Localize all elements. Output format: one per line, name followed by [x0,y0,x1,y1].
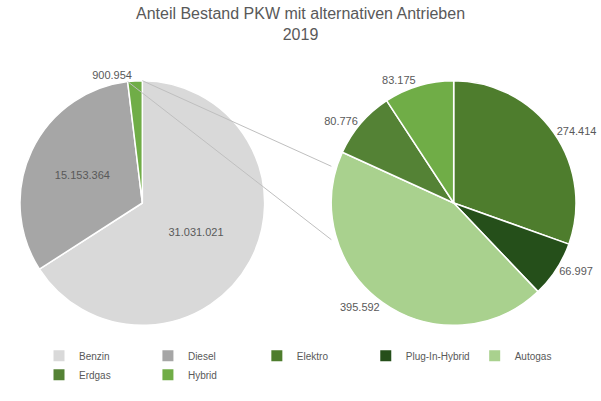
svg-text:900.954: 900.954 [92,69,132,81]
svg-text:Elektro: Elektro [297,351,329,362]
svg-text:Anteil Bestand PKW mit alterna: Anteil Bestand PKW mit alternativen Antr… [136,5,465,43]
svg-text:80.776: 80.776 [324,115,358,127]
svg-text:Hybrid: Hybrid [188,370,217,381]
svg-text:Plug-In-Hybrid: Plug-In-Hybrid [406,351,470,362]
svg-text:274.414: 274.414 [557,125,597,137]
svg-text:395.592: 395.592 [340,301,380,313]
svg-text:Erdgas: Erdgas [79,370,111,381]
svg-text:83.175: 83.175 [382,74,416,86]
svg-text:Diesel: Diesel [188,351,216,362]
svg-text:31.031.021: 31.031.021 [168,226,223,238]
svg-text:Benzin: Benzin [79,351,110,362]
svg-text:15.153.364: 15.153.364 [55,169,110,181]
svg-text:66.997: 66.997 [559,265,593,277]
svg-text:Autogas: Autogas [515,351,552,362]
